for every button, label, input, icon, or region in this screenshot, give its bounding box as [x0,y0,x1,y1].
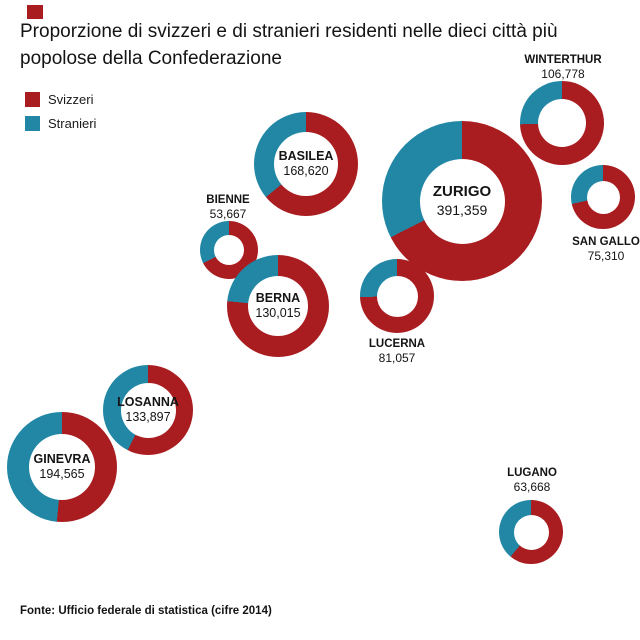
city-population: 168,620 [283,164,329,178]
city-name: LOSANNA [117,394,179,409]
legend-label: Svizzeri [48,92,94,107]
city-population: 133,897 [125,410,171,424]
donut-hole: BERNA 130,015 [248,276,308,336]
donut-berna: BERNA 130,015 [227,255,329,357]
donut-san-gallo [571,165,635,229]
city-population: 81,057 [378,351,416,366]
donut-lucerna [360,259,434,333]
stranieri-swatch-icon [25,116,40,131]
city-population: 63,668 [513,480,551,495]
city-label-lucerna: LUCERNA 81,057 [369,337,425,366]
legend-item-stranieri: Stranieri [25,116,96,131]
donut-hole [538,99,586,147]
source-note: Fonte: Ufficio federale di statistica (c… [20,605,272,617]
legend: Svizzeri Stranieri [25,92,96,140]
city-population: 194,565 [39,467,85,481]
city-name: ZURIGO [432,183,492,201]
donut-hole [513,514,549,550]
donut-hole: GINEVRA 194,565 [29,434,95,500]
city-population: 75,310 [587,249,625,264]
chart-title: Proporzione di svizzeri e di stranieri r… [20,21,558,69]
city-label-bienne: BIENNE 53,667 [206,193,249,222]
donut-hole [376,275,418,317]
city-name: BIENNE [206,194,250,206]
donut-lugano [499,500,563,564]
donut-hole [586,180,620,214]
city-label-san-gallo: SAN GALLO 75,310 [572,235,640,264]
city-name: BASILEA [278,148,334,163]
city-name: WINTERTHUR [524,54,602,66]
city-label-berna: BERNA 130,015 [255,291,300,322]
city-name: BERNA [255,290,301,305]
city-label-lugano: LUGANO 63,668 [507,466,557,495]
city-population: 391,359 [436,201,488,218]
city-population: 53,667 [209,207,247,222]
city-label-basilea: BASILEA 168,620 [279,149,334,180]
city-name: SAN GALLO [572,236,640,248]
city-label-zurigo: ZURIGO 391,359 [433,183,491,218]
donut-hole [214,235,244,265]
donut-bienne [200,221,258,279]
brand-mark [27,5,43,19]
legend-item-svizzeri: Svizzeri [25,92,96,107]
donut-losanna: LOSANNA 133,897 [103,365,193,455]
donut-basilea: BASILEA 168,620 [254,112,358,216]
donut-ginevra: GINEVRA 194,565 [7,412,117,522]
donut-zurigo: ZURIGO 391,359 [382,121,542,281]
legend-label: Stranieri [48,116,97,131]
city-label-winterthur: WINTERTHUR 106,778 [524,53,601,82]
city-population: 130,015 [255,306,301,320]
donut-winterthur [520,81,604,165]
donut-hole: ZURIGO 391,359 [419,158,505,244]
city-label-ginevra: GINEVRA 194,565 [34,452,91,483]
city-name: LUGANO [507,467,557,479]
city-name: GINEVRA [33,451,91,466]
city-label-losanna: LOSANNA 133,897 [117,395,179,426]
svizzeri-swatch-icon [25,92,40,107]
city-name: LUCERNA [368,338,426,350]
donut-hole: BASILEA 168,620 [274,132,338,196]
city-population: 106,778 [541,67,585,82]
donut-hole: LOSANNA 133,897 [117,382,179,438]
